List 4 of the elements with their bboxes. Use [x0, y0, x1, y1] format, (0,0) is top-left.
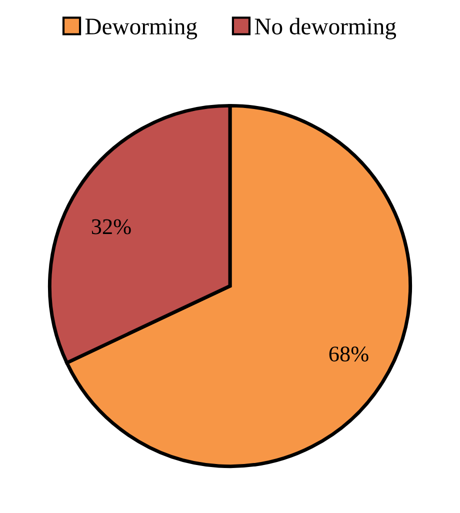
- legend-label: Deworming: [85, 18, 198, 40]
- legend-label: No deworming: [254, 18, 396, 40]
- data-label: 32%: [92, 219, 131, 234]
- data-label: 68%: [329, 346, 368, 362]
